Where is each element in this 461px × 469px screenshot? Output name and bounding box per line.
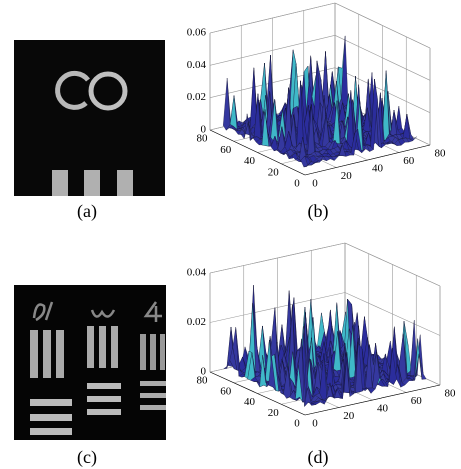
caption: (a) [77, 201, 97, 222]
x-tick-label: 80 [197, 375, 209, 387]
surface [223, 285, 427, 407]
surface [223, 35, 417, 168]
z-tick-label: 0 [201, 366, 207, 378]
x-tick-label: 80 [197, 133, 209, 145]
y-tick-label: 20 [341, 170, 353, 182]
z-tick-label: 0.04 [187, 59, 207, 71]
y-tick-label: 60 [411, 395, 423, 407]
axis-line [304, 384, 441, 416]
image-a [14, 40, 165, 196]
caption: (d) [308, 447, 329, 468]
image-c [14, 285, 166, 440]
y-tick-label: 60 [403, 155, 415, 167]
y-tick-label: 80 [435, 148, 447, 160]
z-tick-label: 0 [201, 124, 207, 136]
axis-line [209, 129, 306, 176]
y-tick-label: 80 [445, 388, 457, 400]
x-tick-label: 60 [220, 385, 232, 397]
y-tick-label: 20 [343, 410, 355, 422]
y-tick-label: 40 [372, 163, 384, 175]
z-tick-label: 0.02 [187, 316, 206, 328]
axis-line [209, 371, 306, 416]
z-tick-label: 0.04 [187, 267, 207, 279]
x-tick-label: 60 [220, 144, 232, 156]
surface-patch [303, 161, 311, 168]
x-tick-label: 20 [268, 407, 280, 419]
x-tick-label: 0 [294, 418, 300, 430]
y-tick-label: 0 [312, 418, 318, 430]
x-tick-label: 0 [294, 178, 300, 190]
x-tick-label: 40 [244, 396, 256, 408]
z-tick-label: 0.02 [187, 91, 206, 103]
x-tick-label: 40 [244, 155, 256, 167]
z-tick-label: 0.06 [187, 27, 207, 39]
caption: (c) [77, 447, 97, 468]
x-tick-label: 20 [268, 166, 280, 178]
axis-line [304, 144, 431, 176]
surface-patch [304, 388, 312, 407]
y-tick-label: 40 [377, 403, 389, 415]
caption: (b) [308, 201, 329, 222]
y-tick-label: 0 [312, 178, 318, 190]
